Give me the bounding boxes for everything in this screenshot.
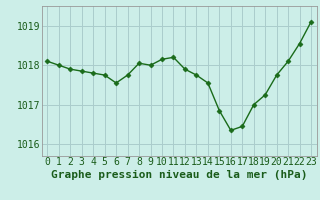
X-axis label: Graphe pression niveau de la mer (hPa): Graphe pression niveau de la mer (hPa): [51, 170, 308, 180]
